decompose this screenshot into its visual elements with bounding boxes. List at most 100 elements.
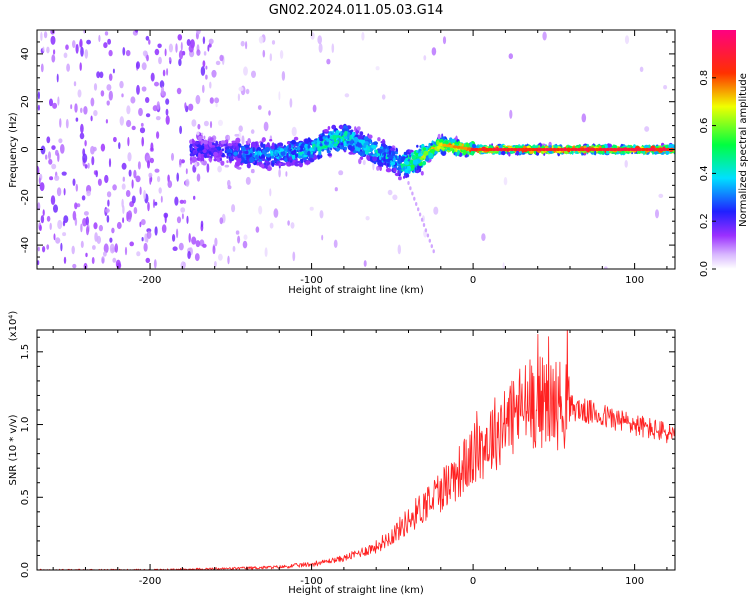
ridge-point [577,147,582,152]
noise-speck [80,107,83,114]
noise-speck [148,39,151,45]
spectral-blob [379,155,382,161]
y-tick-label: 1.5 [20,344,31,360]
spectral-blob [398,176,402,181]
spectral-blob [340,142,345,146]
spectral-blob [304,143,309,149]
noise-speck [211,69,217,78]
spectral-blob [644,144,649,148]
noise-speck [289,98,293,108]
noise-speck [231,204,236,213]
noise-speck [168,43,173,53]
spectrogram-marks [37,30,675,269]
snr-marks [37,330,675,570]
noise-speck [49,176,54,181]
spectral-blob [444,149,448,152]
spectral-blob [382,143,386,147]
spectral-blob [422,160,427,166]
spectral-blob [301,153,305,159]
spectral-blob [327,153,332,157]
noise-speck [113,136,117,143]
noise-speck [200,220,204,228]
noise-speck [61,171,67,176]
noise-speck [49,98,53,107]
spectral-blob [293,136,299,141]
noise-speck [108,90,113,101]
spectral-blob [668,143,674,149]
spectral-blob [367,153,374,156]
ridge-point [555,147,561,152]
spectral-blob [390,150,396,157]
colorbar-ticks: 0.0 0.2 0.4 0.6 0.8 [699,70,716,277]
spectral-blob [368,134,373,139]
snr-plot: -200 -100 0 100 0.0 0.5 1.0 1.5 Height of strai… [8,311,676,596]
spectral-blob [196,157,199,161]
spectral-blob [377,149,383,154]
ridge-point [445,144,451,148]
spectral-blob [322,136,326,140]
spectral-blob [201,132,204,136]
noise-speck [150,72,155,82]
noise-speck [195,94,201,105]
spectral-blob [237,143,242,148]
noise-speck [57,152,60,162]
noise-speck [174,196,179,206]
spectral-blob [244,144,250,148]
noise-speck [184,102,187,110]
ridge-point [506,147,511,152]
noise-speck [50,195,56,206]
spectral-blob [200,157,205,162]
noise-speck [269,188,272,197]
spectral-blob [372,156,378,162]
noise-speck [128,169,132,177]
spectral-blob [190,160,193,165]
noise-speck [39,182,45,192]
noise-speck [241,135,245,145]
spectral-blob [353,136,359,143]
noise-speck [214,237,218,247]
ridge-point [474,147,479,152]
ridge-point [605,147,610,152]
spectral-blob [333,143,338,147]
noise-speck [141,62,147,71]
noise-speck [60,242,63,252]
spectral-blob [234,133,240,137]
noise-speck [141,237,144,242]
ridge-point [495,147,500,152]
spectral-blob [355,146,359,151]
ridge-point [442,143,447,147]
noise-speck [79,38,83,48]
spectral-blob [377,137,381,142]
noise-speck [106,215,110,223]
noise-speck [71,245,75,255]
noise-speck [392,194,398,201]
spectral-blob [296,143,299,147]
spectral-blob [295,153,299,158]
snr-frame [36,329,676,571]
noise-speck [333,239,338,248]
noise-speck [55,237,61,244]
noise-speck [56,187,62,197]
spectral-blob [198,135,202,142]
noise-speck [37,260,40,265]
noise-speck [84,140,87,147]
ridge-point [545,147,550,152]
spectral-blob [466,143,470,148]
noise-speck [38,177,41,185]
ridge-point [587,147,593,152]
spectral-blob [257,150,261,155]
spectral-blob [412,159,419,165]
spectral-blob [189,139,194,144]
noise-speck [51,54,56,63]
ridge-point [509,147,515,152]
spectral-blob [332,135,337,140]
spectral-blob [383,152,387,157]
spectral-blob [363,136,369,141]
y-tick-label: 40 [20,48,31,61]
spectral-blob [428,142,431,148]
spectral-blob [310,148,315,152]
ridge-point [470,147,475,152]
spectral-blob [428,152,434,159]
spectral-blob [289,160,293,163]
spectral-blob [416,150,419,153]
